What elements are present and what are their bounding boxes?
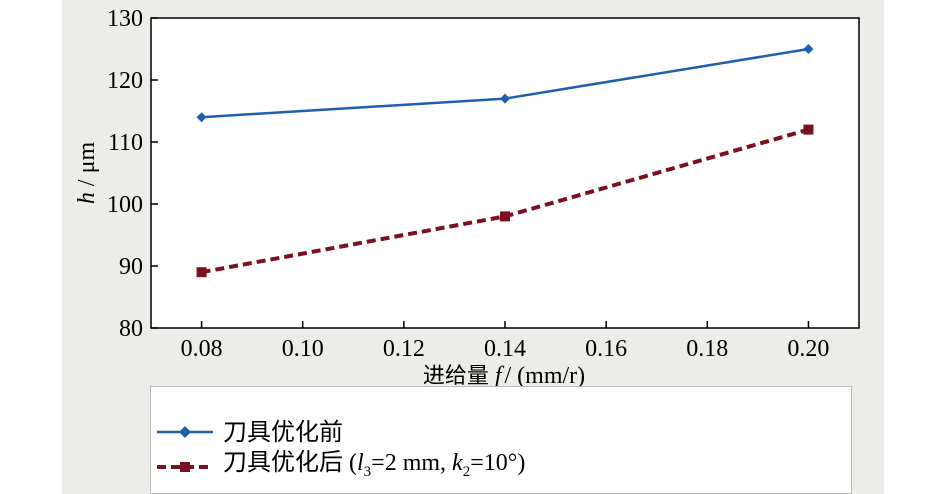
legend-marker-before: [179, 426, 191, 438]
legend-label-after-k: k: [452, 450, 463, 477]
y-tick-label: 120: [107, 68, 143, 94]
legend-label-before: 刀具优化前: [223, 418, 343, 446]
y-axis-title-var: h: [74, 192, 100, 204]
x-tick-label: 0.20: [787, 336, 829, 362]
x-axis: 0.08 0.10 0.12 0.14 0.16 0.18 0.20: [181, 321, 829, 362]
legend-label-after-cn: 刀具优化后: [223, 448, 343, 477]
y-axis-title-unit: / μm: [74, 142, 100, 187]
y-axis-title: h / μm: [74, 142, 100, 205]
data-point-series-1: [803, 44, 814, 54]
x-tick-label: 0.08: [181, 336, 223, 362]
legend-marker-after: [180, 462, 190, 472]
x-tick-label: 0.18: [686, 336, 728, 362]
y-tick-label: 110: [108, 130, 143, 156]
data-point-series-2: [196, 267, 207, 278]
x-tick-label: 0.12: [383, 336, 425, 362]
legend-label-after-open: (: [343, 450, 357, 477]
x-axis-title-unit: / (mm/r): [505, 363, 586, 389]
legend-label-after-k-val: =10°): [470, 450, 526, 477]
y-tick-label: 100: [107, 192, 143, 218]
data-point-series-1: [500, 93, 510, 104]
data-point-series-2: [500, 211, 510, 222]
y-axis: 80 90 100 110 120 130: [107, 6, 158, 342]
x-axis-title-var: f: [495, 363, 505, 389]
legend-swatches: [157, 426, 213, 472]
x-axis-title-cn: 进给量: [423, 364, 489, 389]
plot-area: [150, 17, 860, 329]
y-tick-label: 80: [119, 316, 143, 342]
legend-label-after: 刀具优化后 (l3=2 mm, k2=10°): [223, 447, 525, 487]
legend-label-after-l-sub: 3: [363, 463, 372, 480]
x-tick-label: 0.14: [484, 336, 526, 362]
data-point-series-2: [803, 124, 814, 135]
legend: 刀具优化前 刀具优化后 (l3=2 mm, k2=10°): [150, 386, 852, 494]
data-point-series-1: [196, 112, 207, 123]
legend-label-after-l-val: =2 mm,: [371, 450, 453, 477]
y-tick-label: 130: [107, 6, 143, 32]
legend-label-after-l: l: [357, 450, 364, 477]
x-axis-title: 进给量 f / (mm/r): [423, 363, 585, 389]
legend-label-after-k-sub: 2: [462, 463, 471, 480]
x-tick-label: 0.16: [585, 336, 627, 362]
x-tick-label: 0.10: [282, 336, 324, 362]
y-tick-label: 90: [119, 254, 143, 280]
data-markers: [196, 44, 814, 278]
